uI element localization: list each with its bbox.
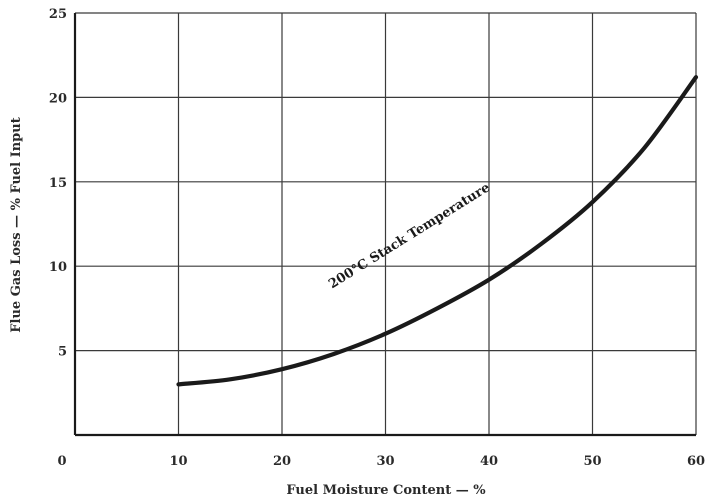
- series-line: [176, 75, 699, 387]
- tick-labels: 0 10 20 30 40 50 60 5 10 15 20 25: [49, 7, 705, 469]
- x-tick-label: 60: [687, 454, 705, 469]
- x-tick-label: 10: [169, 454, 187, 469]
- x-axis-label: Fuel Moisture Content — %: [286, 483, 486, 498]
- axes: [73, 13, 696, 437]
- x-tick-label: 20: [273, 454, 291, 469]
- y-tick-label: 15: [49, 176, 67, 191]
- y-tick-label: 25: [49, 7, 67, 22]
- x-tick-label: 50: [583, 454, 601, 469]
- y-tick-label: 5: [58, 345, 67, 360]
- y-tick-label: 10: [49, 260, 67, 275]
- y-axis-label: Flue Gas Loss — % Fuel Input: [9, 117, 24, 332]
- x-tick-label: 30: [376, 454, 394, 469]
- x-tick-label: 40: [480, 454, 498, 469]
- y-tick-label: 20: [49, 91, 67, 106]
- x-tick-label: 0: [57, 454, 66, 469]
- grid-lines: [75, 12, 697, 435]
- series-annotation: 200°C Stack Temperature: [326, 180, 493, 292]
- series-layer: [176, 75, 699, 387]
